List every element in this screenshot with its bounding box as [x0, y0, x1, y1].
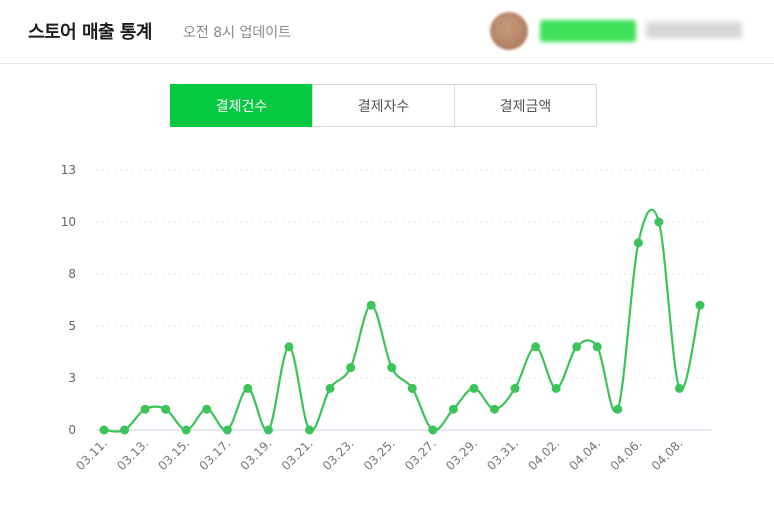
tab-payment-amount[interactable]: 결제금액 — [454, 84, 597, 127]
data-point-04.04. — [592, 342, 602, 352]
data-point-03.17. — [222, 425, 232, 435]
y-tick-label: 0 — [68, 423, 76, 437]
data-point-03.11. — [99, 425, 109, 435]
data-point-03.13. — [140, 404, 150, 414]
y-tick-label: 10 — [61, 215, 76, 229]
data-point-03.12. — [120, 425, 130, 435]
x-tick-label: 03.13. — [114, 436, 151, 473]
data-point-03.29. — [469, 383, 479, 393]
data-point-04.09. — [695, 300, 705, 310]
data-point-03.31. — [510, 383, 520, 393]
update-time-label: 오전 8시 업데이트 — [183, 25, 291, 41]
data-point-03.30. — [489, 404, 499, 414]
tab-payer-count[interactable]: 결제자수 — [312, 84, 455, 127]
x-tick-label: 03.27. — [402, 436, 439, 473]
data-point-03.19. — [263, 425, 273, 435]
x-tick-label: 03.19. — [238, 436, 275, 473]
x-tick-label: 03.11. — [73, 436, 110, 473]
x-tick-label: 03.31. — [484, 436, 521, 473]
data-point-03.28. — [448, 404, 458, 414]
metric-tabs: 결제건수 결제자수 결제금액 — [170, 84, 597, 127]
x-tick-label: 03.23. — [320, 436, 357, 473]
x-tick-label: 03.29. — [443, 436, 480, 473]
data-point-04.01. — [531, 342, 541, 352]
data-point-04.05. — [613, 404, 623, 414]
y-tick-label: 8 — [68, 267, 76, 281]
x-tick-label: 04.02. — [525, 436, 562, 473]
data-point-03.26. — [407, 383, 417, 393]
data-point-04.06. — [633, 238, 643, 248]
x-tick-label: 03.21. — [279, 436, 316, 473]
user-avatar-icon[interactable] — [490, 12, 528, 50]
data-point-03.18. — [243, 383, 253, 393]
data-point-03.24. — [366, 300, 376, 310]
page-header: 스토어 매출 통계 오전 8시 업데이트 — [0, 0, 774, 64]
user-badge[interactable] — [540, 20, 636, 42]
x-tick-label: 03.25. — [361, 436, 398, 473]
data-point-03.20. — [284, 342, 294, 352]
y-tick-label: 3 — [68, 371, 76, 385]
data-point-03.15. — [181, 425, 191, 435]
x-tick-label: 04.06. — [608, 436, 645, 473]
data-point-03.14. — [161, 404, 171, 414]
user-name-menu[interactable] — [646, 22, 742, 38]
data-point-04.03. — [572, 342, 582, 352]
y-tick-label: 5 — [68, 319, 76, 333]
data-point-03.27. — [428, 425, 438, 435]
x-tick-label: 04.04. — [566, 436, 603, 473]
x-tick-label: 03.15. — [155, 436, 192, 473]
data-point-04.08. — [674, 383, 684, 393]
data-point-03.21. — [305, 425, 315, 435]
data-point-04.07. — [654, 217, 664, 227]
y-tick-label: 13 — [61, 163, 76, 177]
series-line — [103, 208, 702, 433]
data-point-03.25. — [387, 363, 397, 373]
data-point-03.23. — [346, 363, 356, 373]
data-point-03.16. — [202, 404, 212, 414]
x-tick-label: 04.08. — [649, 436, 686, 473]
data-point-03.22. — [325, 383, 335, 393]
x-tick-label: 03.17. — [197, 436, 234, 473]
data-point-04.02. — [551, 383, 561, 393]
page-title: 스토어 매출 통계 — [28, 22, 152, 43]
